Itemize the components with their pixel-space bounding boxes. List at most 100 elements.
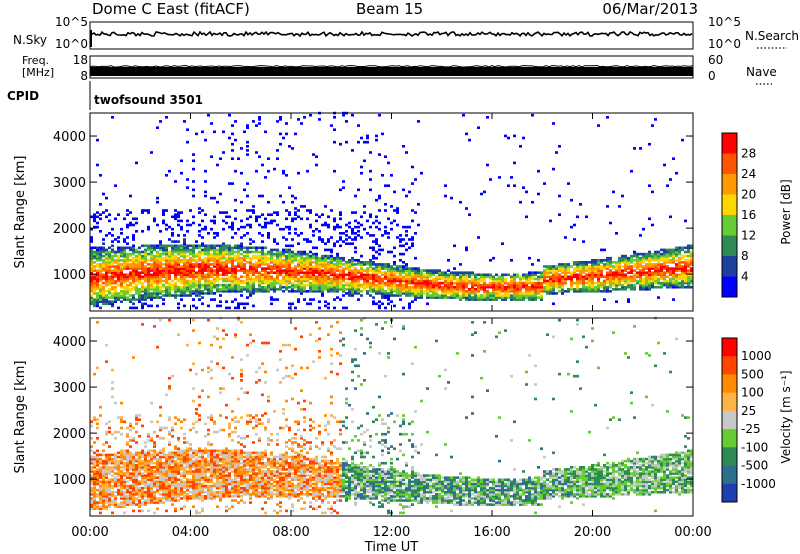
- velocity-cell: [138, 459, 141, 463]
- power-cell: [318, 238, 321, 241]
- power-cell: [210, 271, 213, 274]
- power-cell: [156, 196, 159, 200]
- power-cell: [183, 244, 186, 248]
- power-cell: [240, 256, 243, 260]
- velocity-cell: [114, 480, 117, 484]
- power-cell: [372, 285, 375, 289]
- power-cell: [108, 302, 111, 306]
- velocity-cell: [162, 495, 165, 498]
- power-cell: [591, 281, 594, 285]
- power-cell: [237, 252, 240, 256]
- power-cell: [534, 281, 537, 285]
- power-cell: [531, 283, 534, 287]
- power-cell: [498, 285, 501, 289]
- velocity-cell: [165, 482, 168, 486]
- velocity-cell: [138, 493, 141, 496]
- velocity-cell: [96, 468, 99, 471]
- power-cell: [372, 240, 375, 243]
- power-cell: [414, 178, 417, 181]
- power-cell: [408, 275, 411, 279]
- power-cell: [615, 275, 618, 279]
- power-cell: [687, 265, 690, 268]
- power-cell: [684, 277, 687, 281]
- power-cell: [507, 136, 510, 140]
- power-cell: [591, 265, 594, 268]
- power-cell: [141, 244, 144, 248]
- power-cell: [99, 279, 102, 283]
- power-cell: [96, 296, 99, 299]
- power-cell: [570, 277, 573, 281]
- power-cell: [528, 296, 531, 299]
- power-cell: [606, 256, 609, 260]
- power-cell: [618, 205, 621, 208]
- power-cell: [309, 277, 312, 281]
- power-cell: [411, 182, 414, 185]
- velocity-cell: [90, 501, 93, 504]
- power-cell: [582, 269, 585, 272]
- velocity-cell: [120, 476, 123, 479]
- power-cell: [579, 275, 582, 279]
- velocity-cell: [141, 451, 144, 455]
- power-cell: [102, 290, 105, 293]
- velocity-cell: [120, 461, 123, 465]
- power-cell: [294, 306, 297, 310]
- power-cell: [615, 267, 618, 270]
- power-cell: [102, 288, 105, 291]
- power-cell: [585, 285, 588, 289]
- power-cell: [276, 261, 279, 264]
- velocity-cell: [168, 453, 171, 457]
- power-cell: [159, 240, 162, 243]
- power-cell: [687, 269, 690, 272]
- power-cell: [243, 130, 246, 134]
- power-cell: [96, 215, 99, 219]
- power-cell: [315, 288, 318, 291]
- power-cell: [162, 221, 165, 225]
- velocity-cell: [168, 464, 171, 467]
- power-cell: [156, 261, 159, 264]
- power-cell: [633, 265, 636, 268]
- power-cell: [144, 296, 147, 299]
- power-cell: [96, 300, 99, 303]
- power-cell: [450, 288, 453, 291]
- power-cell: [300, 232, 303, 235]
- power-cell: [249, 281, 252, 285]
- power-cell: [405, 225, 408, 229]
- power-cell: [549, 267, 552, 270]
- power-cell: [657, 279, 660, 283]
- power-cell: [342, 269, 345, 272]
- power-cell: [300, 283, 303, 287]
- velocity-cell: [108, 468, 111, 471]
- power-cell: [276, 256, 279, 260]
- power-cell: [174, 213, 177, 216]
- power-cell: [675, 281, 678, 285]
- power-cell: [486, 292, 489, 295]
- power-cell: [204, 275, 207, 279]
- power-cell: [252, 250, 255, 254]
- power-cell: [630, 254, 633, 258]
- power-cell: [405, 294, 408, 297]
- power-cell: [309, 223, 312, 227]
- velocity-cell: [111, 484, 114, 488]
- power-cell: [171, 227, 174, 231]
- power-cell: [129, 283, 132, 287]
- power-cell: [369, 275, 372, 279]
- power-cell: [351, 283, 354, 287]
- power-cell: [126, 246, 129, 250]
- velocity-cell: [168, 476, 171, 479]
- power-cell: [579, 265, 582, 268]
- velocity-cell: [120, 490, 123, 494]
- power-cell: [90, 252, 93, 256]
- power-cell: [186, 244, 189, 248]
- power-cell: [495, 296, 498, 299]
- power-cell: [114, 259, 117, 262]
- power-cell: [432, 296, 435, 299]
- power-cell: [402, 290, 405, 293]
- velocity-cell: [93, 451, 96, 455]
- power-cell: [315, 271, 318, 274]
- power-cell: [240, 246, 243, 250]
- power-cell: [177, 211, 180, 214]
- power-cell: [132, 261, 135, 264]
- power-cell: [162, 263, 165, 266]
- power-colorbar-tick: 8: [741, 249, 749, 263]
- power-cell: [267, 290, 270, 293]
